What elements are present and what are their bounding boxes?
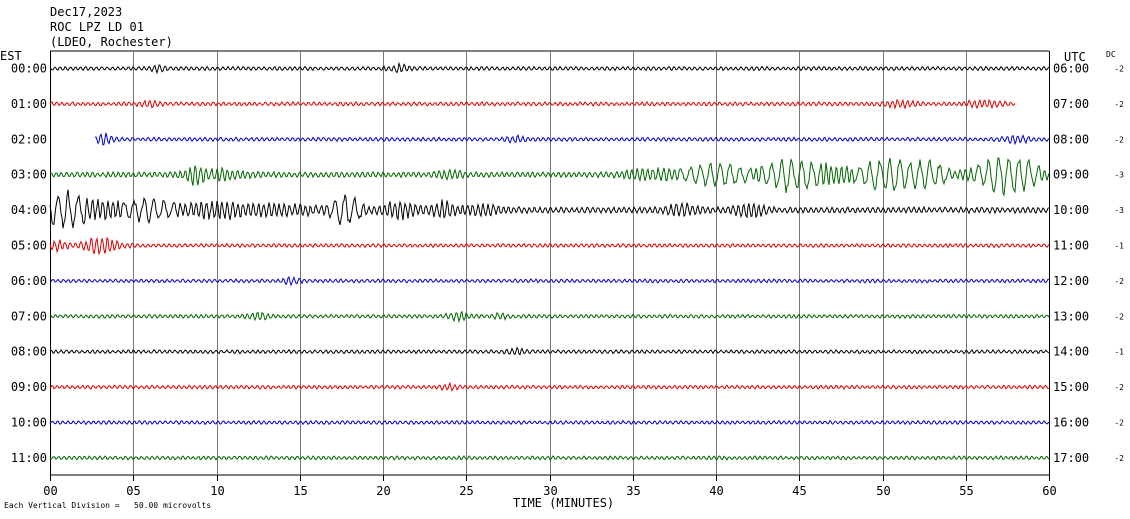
utc-hour-label: 10:00 <box>1053 203 1089 217</box>
est-hour-label: 05:00 <box>11 239 47 253</box>
x-tick-label: 10 <box>210 484 224 498</box>
x-tick-label: 30 <box>543 484 557 498</box>
utc-hour-label: 07:00 <box>1053 97 1089 111</box>
utc-hour-label: 12:00 <box>1053 274 1089 288</box>
seismic-trace-0500 <box>49 236 1050 256</box>
seismic-trace-0200 <box>94 132 1050 146</box>
seismic-trace-1000 <box>49 419 1050 426</box>
seismic-trace-0800 <box>49 346 1050 356</box>
est-hour-label: 08:00 <box>11 345 47 359</box>
dc-offset-label: -3 <box>1114 171 1124 180</box>
plot-date: Dec17,2023 <box>50 5 123 19</box>
seismic-trace-1100 <box>49 454 1050 461</box>
dc-offset-label: -3 <box>1114 206 1124 215</box>
utc-hour-label: 14:00 <box>1053 345 1089 359</box>
dc-offset-label: -2 <box>1114 312 1124 321</box>
x-tick-label: 40 <box>709 484 723 498</box>
x-tick-label: 60 <box>1042 484 1056 498</box>
dc-offset-label: -2 <box>1114 65 1124 74</box>
utc-hour-label: 06:00 <box>1053 62 1089 76</box>
grid <box>50 50 1050 481</box>
utc-hour-label: 13:00 <box>1053 309 1089 323</box>
seismic-trace-0300 <box>49 156 1050 197</box>
est-hour-label: 02:00 <box>11 132 47 146</box>
x-tick-label: 45 <box>792 484 806 498</box>
x-tick-label: 00 <box>43 484 57 498</box>
dc-offset-label: -1 <box>1114 348 1124 357</box>
utc-axis-label: UTC <box>1064 50 1086 64</box>
x-tick-label: 25 <box>459 484 473 498</box>
seismic-trace-0100 <box>49 98 1016 110</box>
dc-label: DC <box>1106 50 1116 59</box>
dc-offset-label: -2 <box>1114 383 1124 392</box>
x-tick-label: 50 <box>876 484 890 498</box>
est-hour-label: 11:00 <box>11 451 47 465</box>
x-tick-label: 35 <box>626 484 640 498</box>
dc-offset-label: -2 <box>1114 454 1124 463</box>
station-code: ROC LPZ LD 01 <box>50 20 144 34</box>
utc-hour-label: 08:00 <box>1053 132 1089 146</box>
seismic-trace-0900 <box>49 381 1050 392</box>
x-tick-label: 05 <box>126 484 140 498</box>
dc-offset-label: -2 <box>1114 135 1124 144</box>
x-tick-label: 20 <box>376 484 390 498</box>
seismic-trace-0700 <box>49 310 1050 324</box>
x-axis-title: TIME (MINUTES) <box>513 496 615 510</box>
seismic-trace-0000 <box>49 61 1050 75</box>
x-tick-label: 15 <box>293 484 307 498</box>
utc-hour-label: 11:00 <box>1053 239 1089 253</box>
dc-offset-label: -1 <box>1114 242 1124 251</box>
seismic-trace-0400 <box>49 189 1050 229</box>
scale-note: Each Vertical Division = 50.00 microvolt… <box>4 501 212 510</box>
network-name: (LDEO, Rochester) <box>50 35 173 49</box>
utc-hour-label: 17:00 <box>1053 451 1089 465</box>
est-hour-label: 10:00 <box>11 416 47 430</box>
dc-offset-label: -2 <box>1114 100 1124 109</box>
utc-hour-label: 16:00 <box>1053 416 1089 430</box>
dc-offset-label: -2 <box>1114 419 1124 428</box>
utc-hour-label: 09:00 <box>1053 168 1089 182</box>
est-axis-label: EST <box>0 49 22 63</box>
est-hour-label: 07:00 <box>11 309 47 323</box>
seismic-trace-0600 <box>49 275 1050 287</box>
est-hour-label: 04:00 <box>11 203 47 217</box>
est-hour-label: 06:00 <box>11 274 47 288</box>
dc-offset-label: -2 <box>1114 277 1124 286</box>
labels: 00 05 10 15 20 25 30 35 40 45 50 55 60 00:00 06:00 -2 01… <box>11 62 1124 499</box>
est-hour-label: 00:00 <box>11 62 47 76</box>
est-hour-label: 03:00 <box>11 168 47 182</box>
est-hour-label: 01:00 <box>11 97 47 111</box>
traces <box>49 61 1050 461</box>
x-tick-label: 55 <box>959 484 973 498</box>
est-hour-label: 09:00 <box>11 380 47 394</box>
utc-hour-label: 15:00 <box>1053 380 1089 394</box>
